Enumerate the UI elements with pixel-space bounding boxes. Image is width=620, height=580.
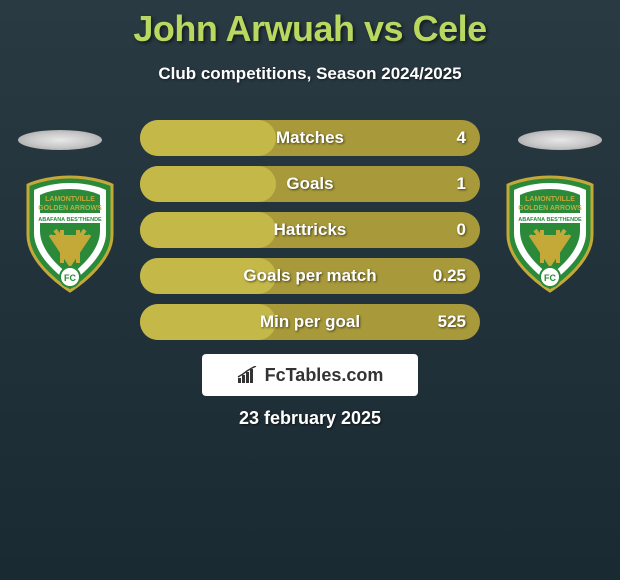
- svg-text:FC: FC: [544, 273, 556, 283]
- stat-row-goals: Goals 1: [140, 166, 480, 202]
- svg-text:FC: FC: [64, 273, 76, 283]
- branding-badge: FcTables.com: [202, 354, 418, 396]
- svg-text:GOLDEN ARROWS: GOLDEN ARROWS: [38, 205, 102, 212]
- svg-text:ABAFANA BES'THENDE: ABAFANA BES'THENDE: [38, 217, 102, 223]
- stat-value: 1: [457, 166, 466, 202]
- svg-text:ABAFANA BES'THENDE: ABAFANA BES'THENDE: [518, 217, 582, 223]
- stat-value: 525: [438, 304, 466, 340]
- chart-icon: [237, 366, 259, 384]
- stat-row-matches: Matches 4: [140, 120, 480, 156]
- shield-icon: LAMONTVILLE GOLDEN ARROWS ABAFANA BES'TH…: [500, 175, 600, 293]
- player-shadow-right: [518, 130, 602, 150]
- stat-row-min-per-goal: Min per goal 525: [140, 304, 480, 340]
- comparison-date: 23 february 2025: [0, 408, 620, 429]
- stat-label: Matches: [140, 120, 480, 156]
- stat-label: Goals per match: [140, 258, 480, 294]
- stat-value: 4: [457, 120, 466, 156]
- branding-text: FcTables.com: [265, 365, 384, 386]
- stat-label: Hattricks: [140, 212, 480, 248]
- stat-label: Min per goal: [140, 304, 480, 340]
- stat-label: Goals: [140, 166, 480, 202]
- stats-container: Matches 4 Goals 1 Hattricks 0 Goals per …: [140, 120, 480, 350]
- stat-row-goals-per-match: Goals per match 0.25: [140, 258, 480, 294]
- team-badge-right: LAMONTVILLE GOLDEN ARROWS ABAFANA BES'TH…: [500, 175, 600, 293]
- svg-text:GOLDEN ARROWS: GOLDEN ARROWS: [518, 205, 582, 212]
- svg-text:LAMONTVILLE: LAMONTVILLE: [45, 196, 95, 203]
- stat-row-hattricks: Hattricks 0: [140, 212, 480, 248]
- svg-text:LAMONTVILLE: LAMONTVILLE: [525, 196, 575, 203]
- comparison-subtitle: Club competitions, Season 2024/2025: [0, 64, 620, 84]
- comparison-title: John Arwuah vs Cele: [0, 0, 620, 50]
- team-badge-left: LAMONTVILLE GOLDEN ARROWS ABAFANA BES'TH…: [20, 175, 120, 293]
- stat-value: 0.25: [433, 258, 466, 294]
- player-shadow-left: [18, 130, 102, 150]
- shield-icon: LAMONTVILLE GOLDEN ARROWS ABAFANA BES'TH…: [20, 175, 120, 293]
- stat-value: 0: [457, 212, 466, 248]
